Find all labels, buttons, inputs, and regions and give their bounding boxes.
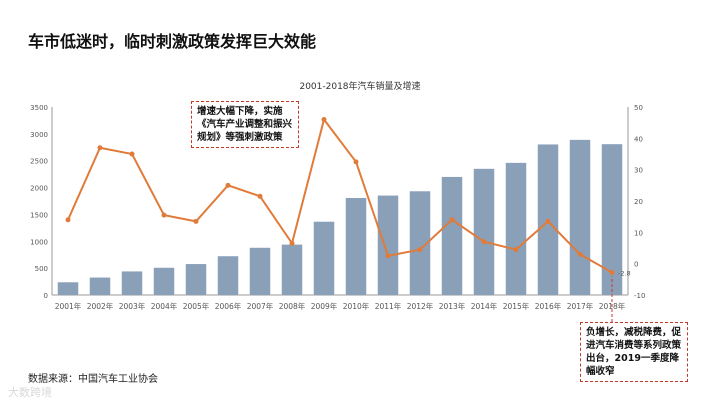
x-tick-label: 2014年 <box>471 301 498 311</box>
x-tick-label: 2013年 <box>439 301 466 311</box>
x-tick-label: 2005年 <box>183 301 210 311</box>
y-right-tick-label: 40 <box>634 135 643 143</box>
y-left-tick-label: 2500 <box>30 158 48 166</box>
chart-title: 2001-2018年汽车销量及增速 <box>299 82 421 92</box>
y-left-tick-label: 3500 <box>30 104 48 112</box>
growth-point <box>225 182 231 188</box>
sales-bar <box>281 244 303 295</box>
y-right-tick-label: 10 <box>634 229 643 237</box>
x-tick-label: 2002年 <box>87 301 114 311</box>
x-tick-label: 2017年 <box>567 301 594 311</box>
x-tick-label: 2016年 <box>535 301 562 311</box>
sales-bar <box>153 267 175 295</box>
y-right-tick-label: 50 <box>634 104 643 112</box>
x-tick-label: 2012年 <box>407 301 434 311</box>
x-tick-label: 2008年 <box>279 301 306 311</box>
y-left-tick-label: 2000 <box>30 185 48 193</box>
growth-point <box>385 253 391 259</box>
growth-point <box>289 240 295 246</box>
sales-bar <box>217 256 239 295</box>
growth-point <box>545 218 551 224</box>
watermark: 大数跨境 <box>8 386 52 399</box>
sales-bar <box>89 277 111 295</box>
x-tick-label: 2015年 <box>503 301 530 311</box>
y-right-tick-label: 0 <box>634 261 638 269</box>
growth-point <box>257 193 263 199</box>
data-source: 数据来源：中国汽车工业协会 <box>28 374 158 385</box>
growth-point <box>609 269 615 275</box>
sales-bar <box>377 195 399 295</box>
growth-point <box>353 159 359 165</box>
growth-point <box>321 117 327 123</box>
growth-point <box>65 217 71 223</box>
growth-point <box>129 151 135 157</box>
y-right-tick-label: 30 <box>634 167 643 175</box>
callout-2009-policy: 增速大幅下降，实施《汽车产业调整和振兴规划》等强刺激政策 <box>191 101 299 148</box>
x-tick-label: 2006年 <box>215 301 242 311</box>
sales-bar <box>505 162 527 295</box>
growth-point <box>577 251 583 257</box>
x-tick-label: 2011年 <box>375 301 402 311</box>
y-left-tick-label: 500 <box>35 265 48 273</box>
y-left-tick-label: 1500 <box>30 211 48 219</box>
growth-point <box>417 247 423 253</box>
x-tick-label: 2003年 <box>119 301 146 311</box>
sales-bar <box>473 168 495 295</box>
sales-bar <box>601 144 623 295</box>
x-tick-label: 2001年 <box>55 301 82 311</box>
sales-bar <box>345 197 367 295</box>
growth-point <box>97 145 103 151</box>
y-left-tick-label: 3000 <box>30 131 48 139</box>
callout-2018-policy: 负增长，减税降费，促进汽车消费等系列政策出台，2019一季度降幅收窄 <box>580 322 688 382</box>
x-tick-label: 2010年 <box>343 301 370 311</box>
growth-line <box>67 117 613 274</box>
y-left-tick-label: 1000 <box>30 238 48 246</box>
growth-point <box>193 218 199 224</box>
sales-bar <box>121 271 143 295</box>
growth-point <box>161 212 167 218</box>
growth-point <box>449 217 455 223</box>
y-right-tick-label: -10 <box>634 292 645 300</box>
last-point-label: -2.8 <box>618 269 631 277</box>
growth-point <box>513 247 519 253</box>
sales-bar <box>409 191 431 295</box>
y-right-tick-label: 20 <box>634 198 643 206</box>
sales-bar <box>249 247 271 295</box>
x-tick-label: 2004年 <box>151 301 178 311</box>
sales-bar <box>569 139 591 295</box>
sales-bar <box>57 282 79 295</box>
x-tick-label: 2007年 <box>247 301 274 311</box>
sales-bar <box>185 264 207 295</box>
x-tick-label: 2009年 <box>311 301 338 311</box>
sales-bar <box>313 221 335 295</box>
sales-bar <box>441 176 463 295</box>
slide-title: 车市低迷时，临时刺激政策发挥巨大效能 <box>28 32 317 51</box>
growth-point <box>481 239 487 245</box>
y-left-tick-label: 0 <box>44 292 48 300</box>
